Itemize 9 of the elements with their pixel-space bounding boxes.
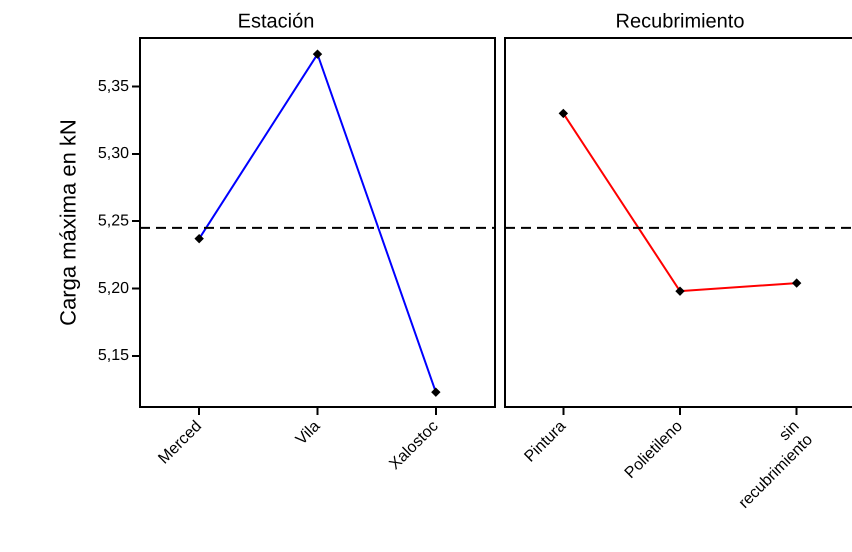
- chart-title: Recubrimiento: [616, 10, 744, 33]
- y-tick-label: 5,20: [98, 280, 130, 297]
- y-tick-label: 5,30: [98, 145, 130, 162]
- chart-title: Estación: [238, 10, 314, 33]
- y-tick-label: 5,35: [98, 78, 130, 95]
- x-tick-label: Vila: [292, 418, 324, 448]
- y-tick-label: 5,25: [98, 212, 130, 230]
- y-tick-label: 5,15: [98, 347, 130, 364]
- y-axis-title: Carga máxima en kN: [55, 119, 80, 326]
